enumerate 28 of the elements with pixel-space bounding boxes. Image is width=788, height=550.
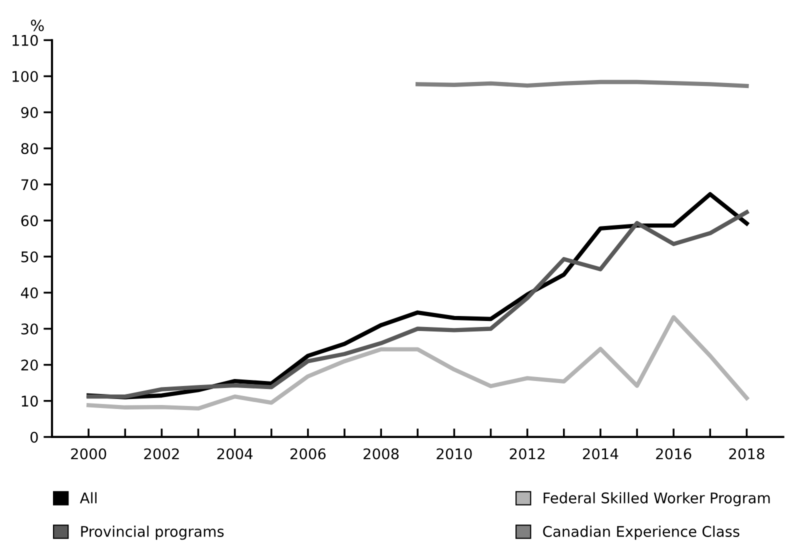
y-tick-label: 100 bbox=[12, 70, 38, 82]
x-tick-label: 2004 bbox=[217, 448, 253, 460]
y-tick-label: 30 bbox=[21, 323, 38, 334]
x-tick-label: 2006 bbox=[290, 448, 326, 460]
y-tick-label: 10 bbox=[22, 396, 38, 407]
y-tick-label: 70 bbox=[21, 179, 38, 190]
y-tick-label: 50 bbox=[21, 251, 38, 262]
line-series bbox=[86, 315, 749, 411]
x-tick-label: 2010 bbox=[436, 448, 472, 460]
y-tick-label: 80 bbox=[21, 143, 38, 154]
x-tick-label: 2012 bbox=[510, 448, 544, 460]
y-tick-label: 90 bbox=[21, 107, 38, 118]
y-tick-label: 40 bbox=[20, 287, 38, 298]
y-tick-label: 60 bbox=[21, 215, 38, 226]
y-axis-title: % bbox=[30, 20, 44, 32]
y-tick-label: 0 bbox=[30, 432, 38, 443]
y-tick-label: 20 bbox=[21, 360, 38, 371]
x-tick-label: 2002 bbox=[144, 448, 179, 460]
x-tick-label: 2014 bbox=[582, 448, 618, 460]
legend-label: Provincial programs bbox=[81, 526, 224, 540]
legend-label: Canadian Experience Class bbox=[543, 526, 740, 540]
y-tick-label: 110 bbox=[12, 34, 38, 46]
x-tick-label: 2000 bbox=[71, 448, 106, 460]
legend-label: Federal Skilled Worker Program bbox=[544, 492, 770, 506]
legend-label: All bbox=[80, 492, 97, 504]
x-tick-label: 2016 bbox=[656, 448, 692, 460]
x-tick-label: 2018 bbox=[729, 448, 764, 460]
x-tick-label: 2008 bbox=[364, 448, 399, 460]
